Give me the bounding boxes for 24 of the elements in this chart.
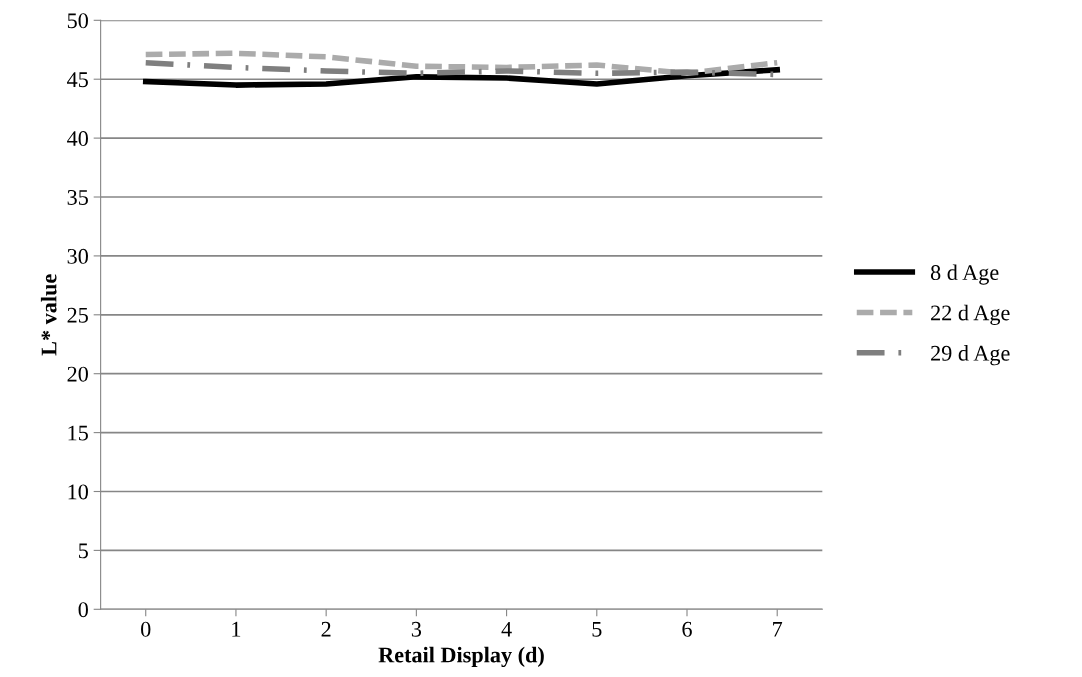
x-tick-label: 2 [321, 621, 331, 637]
y-axis-title: L* value [40, 274, 57, 356]
x-tick-label: 0 [141, 621, 151, 637]
y-tick-label: 15 [68, 425, 88, 441]
x-tick-label: 7 [773, 621, 783, 637]
legend-label: 22 d Age [931, 304, 1010, 325]
x-tick-label: 1 [232, 621, 241, 637]
y-tick-label: 25 [67, 307, 88, 323]
y-tick-label: 20 [67, 366, 88, 382]
y-tick-label: 40 [67, 131, 88, 147]
y-tick-label: 0 [78, 602, 88, 618]
legend-label: 29 d Age [931, 345, 1010, 366]
y-tick-label: 10 [68, 484, 88, 500]
x-tick-label: 5 [592, 621, 602, 637]
x-tick-label: 3 [411, 621, 422, 637]
x-tick-label: 6 [682, 621, 692, 637]
y-tick-label: 45 [67, 72, 88, 88]
y-tick-label: 50 [67, 13, 88, 29]
x-axis-title: Retail Display (d) [378, 646, 544, 668]
legend-label: 8 d Age [930, 264, 999, 285]
y-tick-label: 30 [67, 248, 88, 264]
y-tick-label: 35 [67, 190, 88, 205]
x-tick-label: 4 [501, 621, 512, 637]
y-tick-label: 5 [79, 543, 88, 559]
